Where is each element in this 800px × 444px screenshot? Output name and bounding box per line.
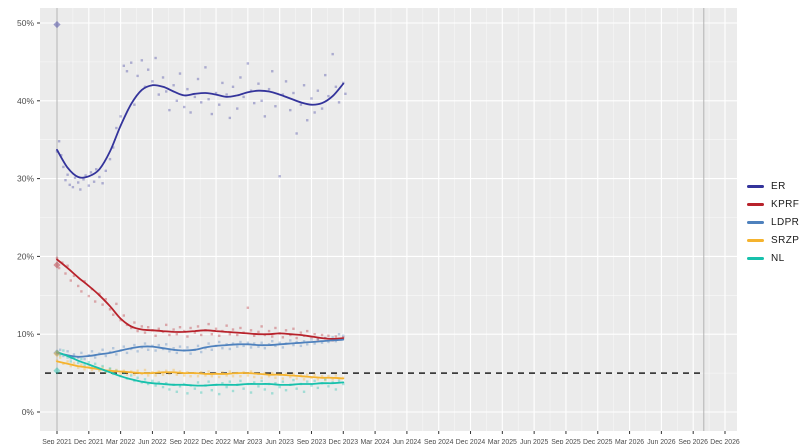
svg-text:Jun 2025: Jun 2025 bbox=[520, 439, 549, 444]
svg-text:Sep 2021: Sep 2021 bbox=[42, 439, 72, 444]
kprf-line-swatch bbox=[747, 203, 764, 206]
election-marker-nl bbox=[53, 367, 61, 375]
svg-text:Dec 2026: Dec 2026 bbox=[710, 439, 740, 444]
y-axis-labels: 0% 10% 20% 30% 40% 50% bbox=[17, 18, 40, 417]
svg-text:Mar 2024: Mar 2024 bbox=[361, 439, 390, 444]
svg-text:30%: 30% bbox=[17, 174, 34, 184]
election-result-markers bbox=[53, 20, 61, 375]
ldpr-line-swatch bbox=[747, 221, 764, 224]
svg-text:0%: 0% bbox=[22, 407, 35, 417]
svg-text:Dec 2021: Dec 2021 bbox=[74, 439, 104, 444]
svg-text:Mar 2022: Mar 2022 bbox=[106, 439, 135, 444]
svg-text:Jun 2023: Jun 2023 bbox=[265, 439, 294, 444]
legend-label-srzp: SRZP bbox=[771, 235, 800, 246]
svg-text:Dec 2024: Dec 2024 bbox=[456, 439, 486, 444]
svg-text:Dec 2025: Dec 2025 bbox=[583, 439, 613, 444]
legend-item-nl: NL bbox=[747, 253, 799, 264]
svg-text:Dec 2023: Dec 2023 bbox=[329, 439, 359, 444]
trend-line-er bbox=[56, 82, 345, 179]
election-date-lines bbox=[56, 8, 705, 431]
svg-text:10%: 10% bbox=[17, 329, 34, 339]
svg-text:Mar 2025: Mar 2025 bbox=[488, 439, 517, 444]
legend-item-kprf: KPRF bbox=[747, 199, 799, 210]
legend-item-er: ER bbox=[747, 181, 799, 192]
plot-panel bbox=[40, 8, 737, 431]
election-marker-kprf bbox=[53, 261, 61, 269]
svg-text:Dec 2022: Dec 2022 bbox=[201, 439, 231, 444]
svg-text:Jun 2022: Jun 2022 bbox=[138, 439, 167, 444]
x-axis-labels: Sep 2021 Dec 2021 Mar 2022 Jun 2022 Sep 2022… bbox=[42, 431, 740, 444]
svg-text:50%: 50% bbox=[17, 18, 34, 28]
trend-line-kprf bbox=[56, 258, 345, 340]
legend-label-nl: NL bbox=[771, 253, 785, 264]
legend-label-er: ER bbox=[771, 181, 786, 192]
svg-text:Mar 2023: Mar 2023 bbox=[233, 439, 262, 444]
trend-line-ldpr bbox=[56, 338, 345, 358]
svg-text:Sep 2026: Sep 2026 bbox=[678, 439, 708, 444]
legend-label-kprf: KPRF bbox=[771, 199, 800, 210]
svg-text:Sep 2024: Sep 2024 bbox=[424, 439, 454, 444]
svg-text:Jun 2026: Jun 2026 bbox=[647, 439, 676, 444]
svg-text:Jun 2024: Jun 2024 bbox=[393, 439, 422, 444]
svg-text:Sep 2025: Sep 2025 bbox=[551, 439, 581, 444]
srzp-line-swatch bbox=[747, 239, 764, 242]
chart-legend: ER KPRF LDPR SRZP NL bbox=[747, 181, 799, 264]
legend-label-ldpr: LDPR bbox=[771, 217, 800, 228]
er-line-swatch bbox=[747, 185, 764, 188]
legend-item-srzp: SRZP bbox=[747, 235, 799, 246]
svg-text:Sep 2022: Sep 2022 bbox=[169, 439, 199, 444]
trend-line-nl bbox=[56, 351, 345, 387]
election-marker-srzp bbox=[53, 350, 61, 358]
svg-text:Sep 2023: Sep 2023 bbox=[297, 439, 327, 444]
legend-item-ldpr: LDPR bbox=[747, 217, 799, 228]
grid-major bbox=[40, 8, 737, 431]
election-marker-er bbox=[53, 20, 61, 29]
nl-line-swatch bbox=[747, 257, 764, 260]
svg-text:20%: 20% bbox=[17, 251, 34, 261]
svg-text:40%: 40% bbox=[17, 96, 34, 106]
grid-minor bbox=[40, 8, 737, 431]
scatter-layer-nl bbox=[55, 349, 345, 396]
svg-text:Mar 2026: Mar 2026 bbox=[615, 439, 644, 444]
election-marker-ldpr bbox=[53, 349, 61, 357]
